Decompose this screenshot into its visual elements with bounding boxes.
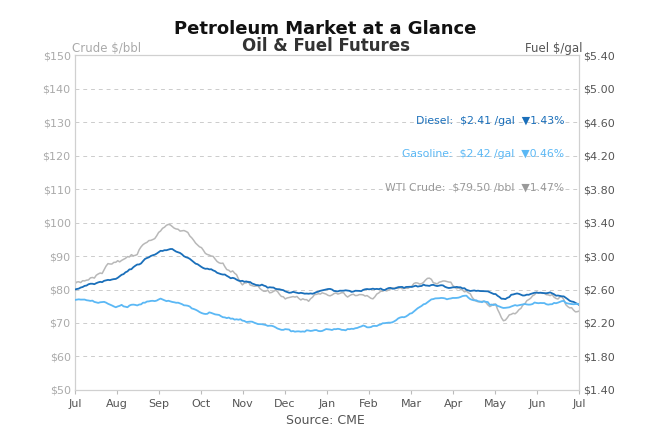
Text: Petroleum Market at a Glance: Petroleum Market at a Glance xyxy=(174,20,477,38)
Text: WTI Crude:  $79.50 /bbl  ▼1.47%: WTI Crude: $79.50 /bbl ▼1.47% xyxy=(385,183,564,192)
Text: Diesel:  $2.41 /gal  ▼1.43%: Diesel: $2.41 /gal ▼1.43% xyxy=(416,116,564,125)
Text: Crude $/bbl: Crude $/bbl xyxy=(72,43,141,55)
Text: Gasoline:  $2.42 /gal  ▼0.46%: Gasoline: $2.42 /gal ▼0.46% xyxy=(402,149,564,159)
Text: Source: CME: Source: CME xyxy=(286,415,365,427)
Text: Fuel $/gal: Fuel $/gal xyxy=(525,43,583,55)
Text: Oil & Fuel Futures: Oil & Fuel Futures xyxy=(242,37,409,55)
